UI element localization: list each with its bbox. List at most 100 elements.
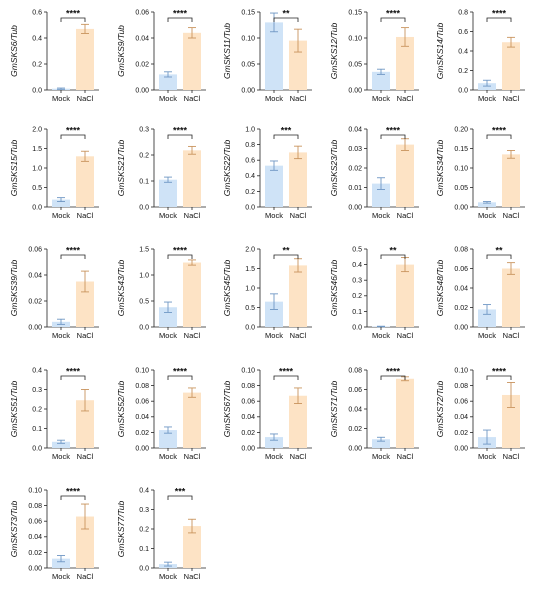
chart-panel: GmSKS52/Tub 0.00 0.02 0.04 0.06 0.08 0.10 Mock N… [116, 367, 206, 461]
y-axis-label: GmSKS67/Tub [222, 380, 232, 437]
y-tick-label: 1.0 [245, 126, 255, 133]
y-tick-label: 0.00 [135, 87, 149, 94]
bar-mock [52, 558, 70, 568]
y-tick-label: 0.02 [28, 298, 42, 305]
y-tick-label: 0.04 [454, 414, 468, 421]
y-axis-label: GmSKS39/Tub [9, 259, 19, 316]
x-tick-label: NaCl [503, 331, 520, 340]
chart-panel: GmSKS9/Tub 0.00 0.02 0.04 0.06 Mock NaCl **** [116, 9, 206, 103]
y-tick-label: 0.08 [348, 367, 362, 374]
y-tick-label: 0.6 [32, 9, 42, 16]
y-tick-label: 0.00 [454, 445, 468, 452]
significance-label: **** [173, 246, 188, 256]
y-tick-label: 0.10 [454, 367, 468, 374]
y-tick-label: 0.2 [139, 526, 149, 533]
y-tick-label: 0.10 [135, 367, 149, 374]
y-axis-label: GmSKS14/Tub [435, 22, 445, 79]
chart-panel: GmSKS77/Tub 0.0 0.1 0.2 0.3 0.4 Mock NaCl *** [116, 487, 206, 581]
significance-bracket [273, 254, 299, 259]
y-axis-label: GmSKS11/Tub [222, 23, 232, 79]
y-axis-label: GmSKS23/Tub [329, 139, 339, 196]
y-tick-label: 0.10 [454, 165, 468, 172]
significance-bracket [486, 17, 512, 22]
significance-label: *** [175, 487, 186, 497]
bar-nacl [502, 394, 520, 448]
bar-mock [159, 179, 177, 207]
y-tick-label: 0.08 [454, 383, 468, 390]
significance-bracket [60, 495, 86, 500]
chart-panel: GmSKS43/Tub 0.0 0.5 1.0 1.5 Mock NaCl **** [116, 246, 206, 340]
y-tick-label: 0.00 [454, 204, 468, 211]
bar-nacl [396, 144, 414, 207]
y-tick-label: 0.00 [348, 204, 362, 211]
bar-nacl [76, 28, 94, 90]
y-tick-label: 0.5 [245, 305, 255, 312]
y-tick-label: 0.4 [245, 173, 255, 180]
y-tick-label: 0.10 [28, 487, 42, 494]
y-tick-label: 0.4 [32, 35, 42, 42]
y-tick-label: 0.3 [352, 278, 362, 285]
y-tick-label: 0.10 [241, 35, 255, 42]
y-tick-label: 2.0 [245, 246, 255, 253]
x-tick-label: NaCl [397, 331, 414, 340]
bar-nacl [502, 268, 520, 327]
y-tick-label: 0.1 [139, 546, 149, 553]
y-tick-label: 0.00 [241, 445, 255, 452]
bar-nacl [76, 156, 94, 207]
y-tick-label: 1.5 [32, 146, 42, 153]
chart-panel: GmSKS14/Tub 0.0 0.2 0.4 0.6 0.8 Mock NaCl **** [435, 9, 525, 103]
bar-nacl [183, 150, 201, 207]
y-tick-label: 0.06 [135, 399, 149, 406]
y-tick-label: 0.05 [241, 61, 255, 68]
y-tick-label: 0.0 [245, 204, 255, 211]
y-axis-label: GmSKS12/Tub [329, 22, 339, 79]
y-tick-label: 0.00 [28, 565, 42, 572]
significance-label: **** [173, 126, 188, 136]
y-tick-label: 0.00 [454, 324, 468, 331]
bar-nacl [76, 281, 94, 327]
y-tick-label: 0.1 [352, 309, 362, 316]
significance-bracket [273, 17, 299, 22]
x-tick-label: Mock [478, 331, 496, 340]
x-tick-label: Mock [159, 94, 177, 103]
bar-mock [372, 439, 390, 448]
significance-label: **** [173, 367, 188, 377]
y-tick-label: 0.06 [241, 399, 255, 406]
significance-label: **** [279, 367, 294, 377]
bar-mock [159, 430, 177, 448]
y-tick-label: 0.04 [348, 406, 362, 413]
x-tick-label: Mock [372, 211, 390, 220]
bar-nacl [289, 395, 307, 448]
y-axis-label: GmSKS73/Tub [9, 500, 19, 557]
bar-nacl [289, 40, 307, 90]
y-tick-label: 0.0 [32, 445, 42, 452]
y-tick-label: 0.0 [139, 204, 149, 211]
x-tick-label: NaCl [290, 331, 307, 340]
y-tick-label: 0.0 [32, 87, 42, 94]
x-tick-label: Mock [372, 331, 390, 340]
bar-mock [52, 441, 70, 448]
chart-panel: GmSKS11/Tub 0.00 0.05 0.10 0.15 Mock NaCl ** [222, 9, 312, 103]
y-tick-label: 0.08 [28, 503, 42, 510]
significance-label: **** [492, 126, 507, 136]
bar-nacl [502, 42, 520, 90]
x-tick-label: NaCl [397, 94, 414, 103]
x-tick-label: Mock [265, 452, 283, 461]
y-tick-label: 0.08 [454, 246, 468, 253]
y-tick-label: 0.10 [348, 35, 362, 42]
bar-nacl [396, 36, 414, 90]
y-tick-label: 0.04 [28, 272, 42, 279]
significance-bracket [486, 254, 512, 259]
y-tick-label: 0.04 [135, 414, 149, 421]
y-tick-label: 0.10 [241, 367, 255, 374]
chart-panel: GmSKS48/Tub 0.00 0.02 0.04 0.06 0.08 Mock NaCl *… [435, 246, 525, 340]
x-tick-label: NaCl [77, 211, 94, 220]
significance-label: **** [386, 367, 401, 377]
chart-panel: GmSKS15/Tub 0.0 0.5 1.0 1.5 2.0 Mock NaCl **** [9, 126, 99, 220]
significance-label: **** [173, 9, 188, 19]
y-tick-label: 0.5 [139, 298, 149, 305]
y-tick-label: 0.15 [348, 9, 362, 16]
significance-bracket [167, 17, 193, 22]
y-tick-label: 0.08 [135, 383, 149, 390]
